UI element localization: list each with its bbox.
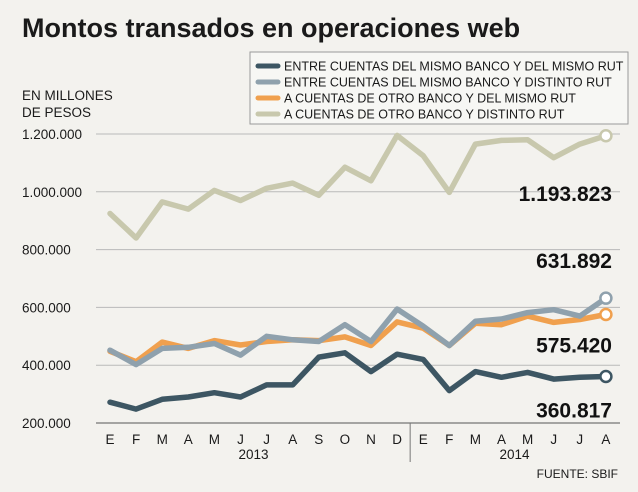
x-tick-label: A <box>601 432 610 447</box>
legend: ENTRE CUENTAS DEL MISMO BANCO Y DEL MISM… <box>249 51 629 125</box>
end-marker <box>599 369 613 384</box>
y-tick-label: 400.000 <box>22 358 71 373</box>
y-tick-label: 800.000 <box>22 243 71 258</box>
end-value-label: 631.892 <box>536 250 612 273</box>
x-tick-label: F <box>132 432 140 447</box>
end-marker <box>599 307 613 322</box>
legend-box <box>249 51 629 125</box>
end-labels: 360.817 631.892 575.420 1.193.823 <box>519 183 612 423</box>
y-tick-label: 1.000.000 <box>22 185 82 200</box>
x-tick-label: N <box>366 432 376 447</box>
end-value-label: 575.420 <box>536 335 612 358</box>
x-tick-label: A <box>497 432 506 447</box>
series-line <box>107 311 609 365</box>
x-tick-label: M <box>157 432 168 447</box>
end-value-label: 1.193.823 <box>519 183 612 206</box>
x-tick-label: S <box>314 432 323 447</box>
legend-label: A CUENTAS DE OTRO BANCO Y DISTINTO RUT <box>284 108 565 122</box>
chart-title: Montos transados en operaciones web <box>22 13 520 43</box>
y-tick-label: 1.200.000 <box>22 127 82 142</box>
unit-label-line2: DE PESOS <box>22 105 91 120</box>
x-tick-label: F <box>445 432 453 447</box>
x-tick-label: E <box>105 432 114 447</box>
series-line <box>107 350 609 412</box>
axes: 200.000 400.000 600.000 800.000 1.000.000 1.2… <box>22 127 620 462</box>
series-line <box>107 132 609 241</box>
x-tick-label: J <box>263 432 270 447</box>
end-marker <box>599 291 613 305</box>
legend-label: A CUENTAS DE OTRO BANCO Y DEL MISMO RUT <box>284 92 576 106</box>
x-tick-label: M <box>522 432 533 447</box>
x-tick-label: A <box>288 432 297 447</box>
grid <box>96 133 620 424</box>
end-value-label: 360.817 <box>536 400 612 423</box>
x-tick-label: D <box>392 432 402 447</box>
x-tick-label: J <box>576 432 583 447</box>
legend-label: ENTRE CUENTAS DEL MISMO BANCO Y DISTINTO… <box>284 76 612 90</box>
y-tick-label: 600.000 <box>22 300 71 315</box>
y-tick-label: 200.000 <box>22 416 71 431</box>
x-tick-label: E <box>419 432 428 447</box>
year-label: 2014 <box>500 447 531 462</box>
x-tick-label: O <box>340 432 351 447</box>
unit-label-line1: EN MILLONES <box>22 88 113 103</box>
x-tick-label: M <box>470 432 481 447</box>
x-tick-label: J <box>237 432 244 447</box>
series-line <box>107 295 609 368</box>
end-marker <box>599 129 613 143</box>
x-tick-label: M <box>209 432 220 447</box>
x-tick-label: A <box>184 432 193 447</box>
legend-label: ENTRE CUENTAS DEL MISMO BANCO Y DEL MISM… <box>284 60 624 74</box>
year-label: 2013 <box>239 447 269 462</box>
source-note: FUENTE: SBIF <box>537 467 618 481</box>
series-lines <box>107 129 613 412</box>
x-tick-label: J <box>550 432 557 447</box>
